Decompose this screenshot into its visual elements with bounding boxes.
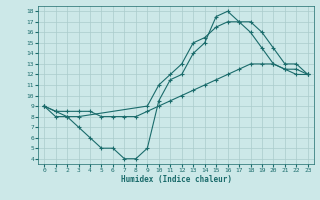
- X-axis label: Humidex (Indice chaleur): Humidex (Indice chaleur): [121, 175, 231, 184]
